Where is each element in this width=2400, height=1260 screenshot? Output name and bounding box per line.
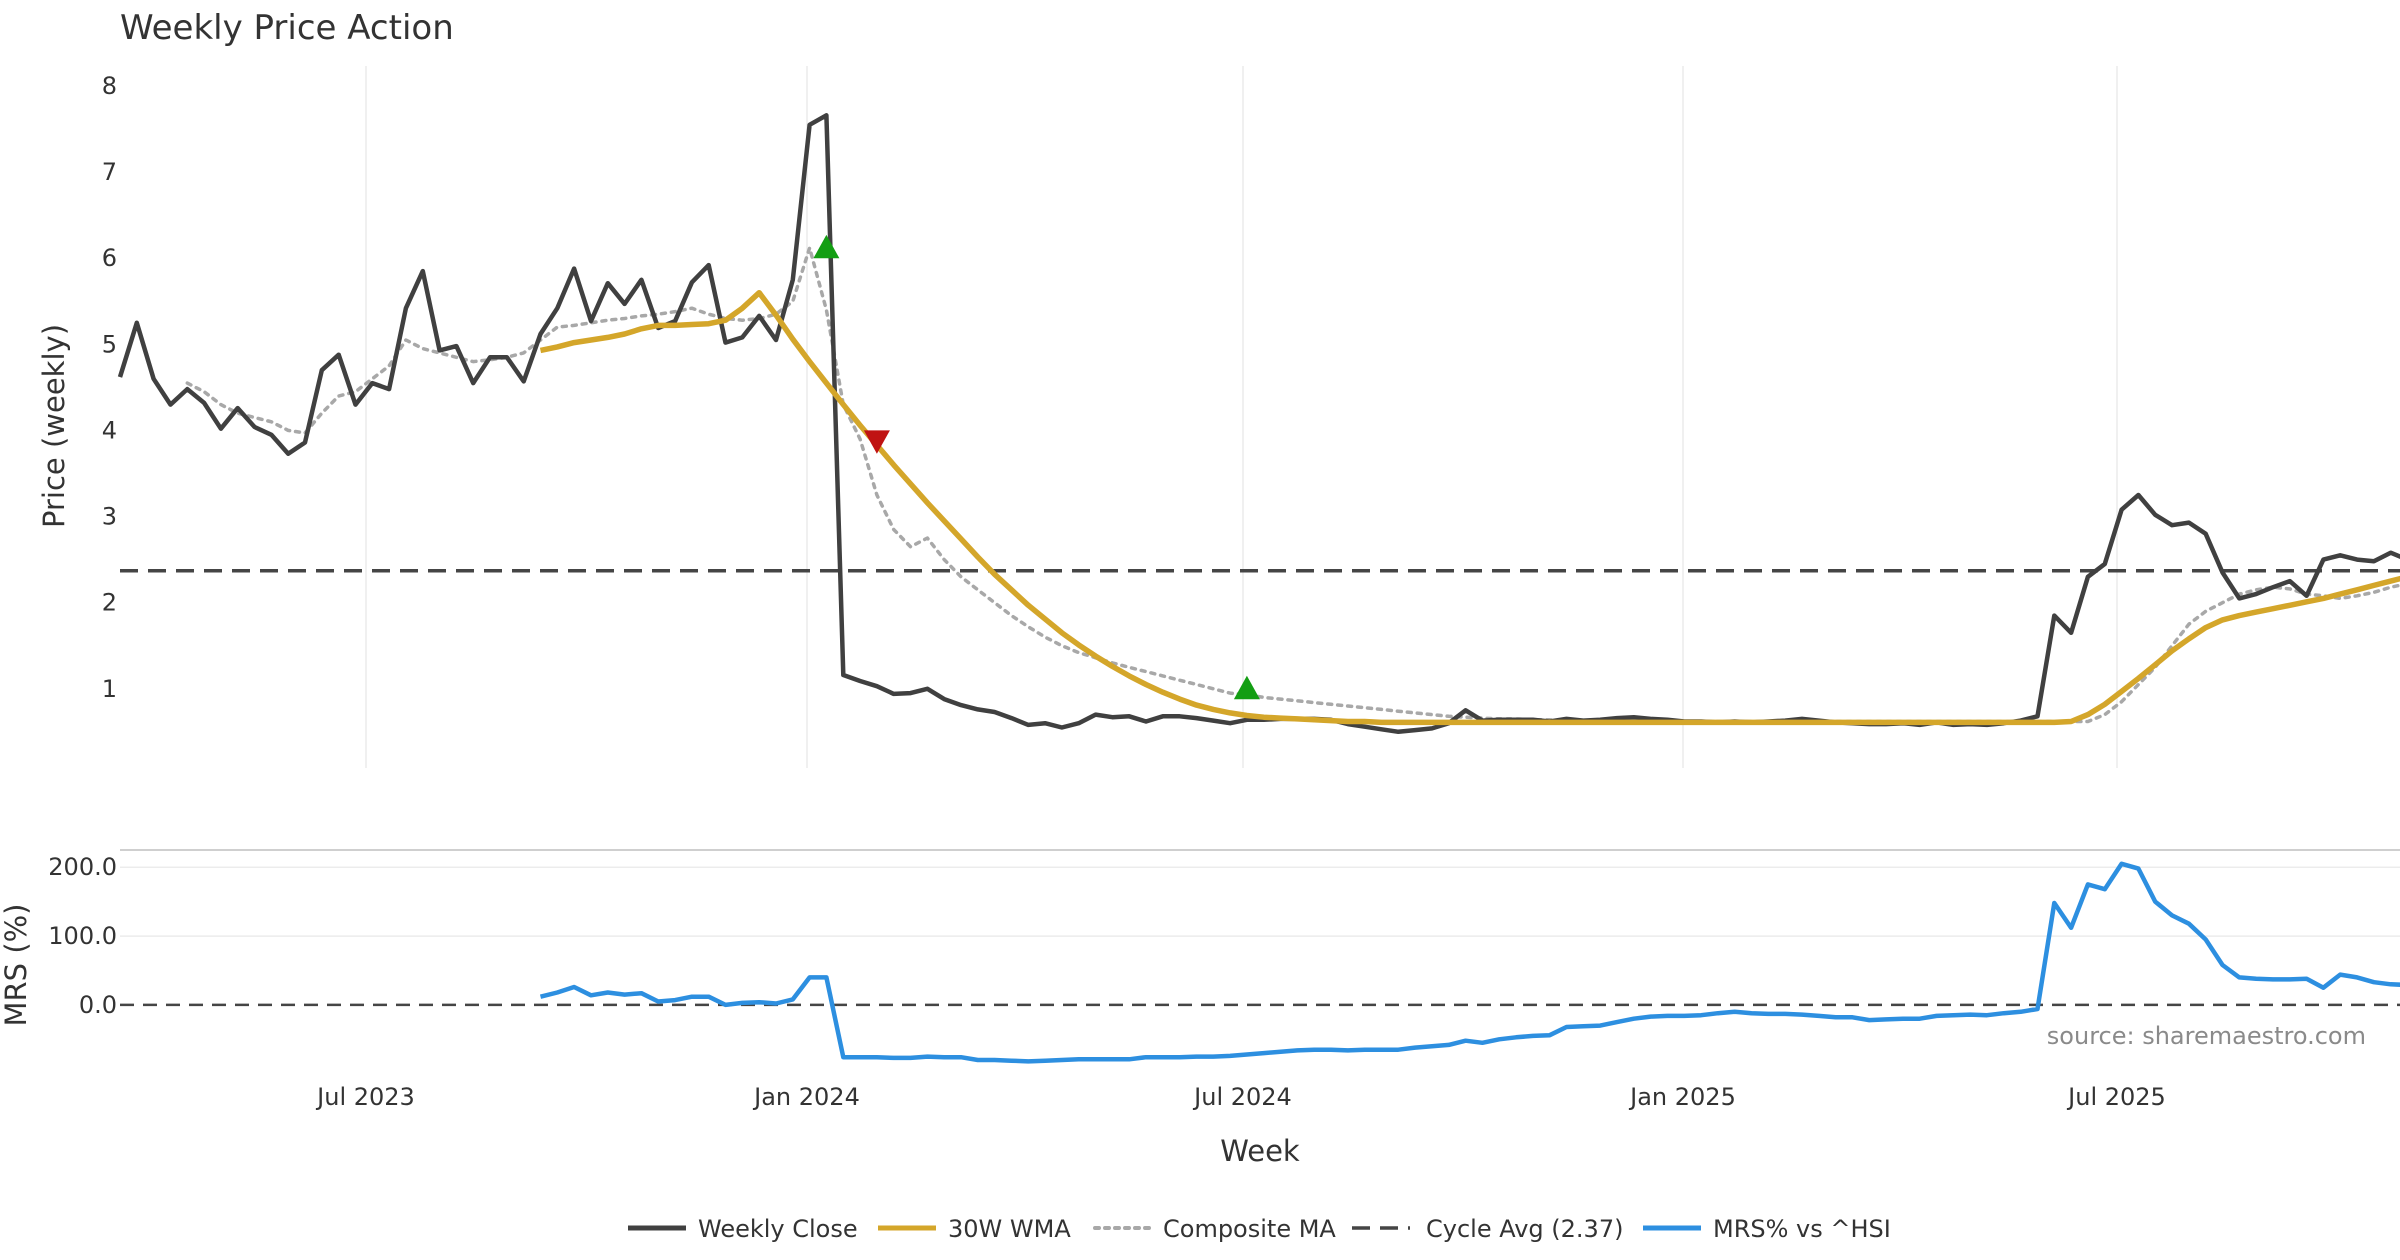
legend-label-composite: Composite MA	[1163, 1215, 1336, 1243]
price-y-tick: 3	[102, 503, 117, 531]
buy-signal-marker	[813, 234, 840, 259]
buy-signal-marker	[1233, 675, 1260, 700]
x-tick-label: Jul 2025	[2066, 1083, 2166, 1111]
mrs-y-tick: 100.0	[48, 922, 117, 950]
price-y-tick: 8	[102, 72, 117, 100]
price-y-tick: 6	[102, 244, 117, 272]
mrs-y-axis-label: MRS (%)	[0, 904, 33, 1027]
mrs-gridlines	[120, 866, 2400, 937]
legend-label-cycle: Cycle Avg (2.37)	[1426, 1215, 1623, 1243]
wma-30w-line	[539, 289, 2400, 726]
x-tick-label: Jan 2024	[752, 1083, 860, 1111]
mrs-line	[539, 861, 2400, 1064]
price-y-tick: 4	[102, 416, 117, 444]
mrs-y-ticks: 0.0 100.0 200.0	[48, 853, 117, 1019]
price-y-axis-label: Price (weekly)	[37, 324, 71, 528]
legend-label-mrs: MRS% vs ^HSI	[1713, 1215, 1891, 1243]
chart-title: Weekly Price Action	[120, 8, 454, 48]
mrs-series-group	[120, 861, 2400, 1064]
source-note: source: sharemaestro.com	[2047, 1022, 2366, 1050]
price-y-tick: 2	[102, 589, 117, 617]
price-y-ticks: 1 2 3 4 5 6 7 8	[102, 72, 117, 703]
legend-label-wma: 30W WMA	[948, 1215, 1071, 1243]
weekly-close-line	[117, 113, 2400, 735]
mrs-y-tick: 200.0	[48, 853, 117, 881]
legend: Weekly Close 30W WMA Composite MA Cycle Avg…	[628, 1215, 1891, 1243]
x-ticks: Jul 2023 Jan 2024 Jul 2024 Jan 2025 Jul 2025	[315, 1083, 2166, 1111]
x-tick-label: Jul 2023	[315, 1083, 415, 1111]
x-tick-label: Jul 2024	[1192, 1083, 1292, 1111]
price-y-tick: 5	[102, 330, 117, 358]
mrs-panel: 0.0 100.0 200.0 MRS (%) source: sharemaest…	[0, 853, 2400, 1064]
price-y-tick: 7	[102, 158, 117, 186]
legend-label-close: Weekly Close	[698, 1215, 858, 1243]
price-y-tick: 1	[102, 675, 117, 703]
mrs-y-tick: 0.0	[79, 991, 117, 1019]
signal-markers	[813, 234, 1260, 700]
price-panel: 1 2 3 4 5 6 7 8 Price (weekly)	[37, 66, 2400, 768]
x-axis-label: Week	[1220, 1134, 1300, 1168]
price-series-group	[117, 113, 2400, 735]
sell-signal-marker	[863, 430, 890, 454]
composite-ma-line	[185, 246, 2400, 724]
price-gridlines	[365, 66, 2118, 768]
x-tick-label: Jan 2025	[1628, 1083, 1736, 1111]
